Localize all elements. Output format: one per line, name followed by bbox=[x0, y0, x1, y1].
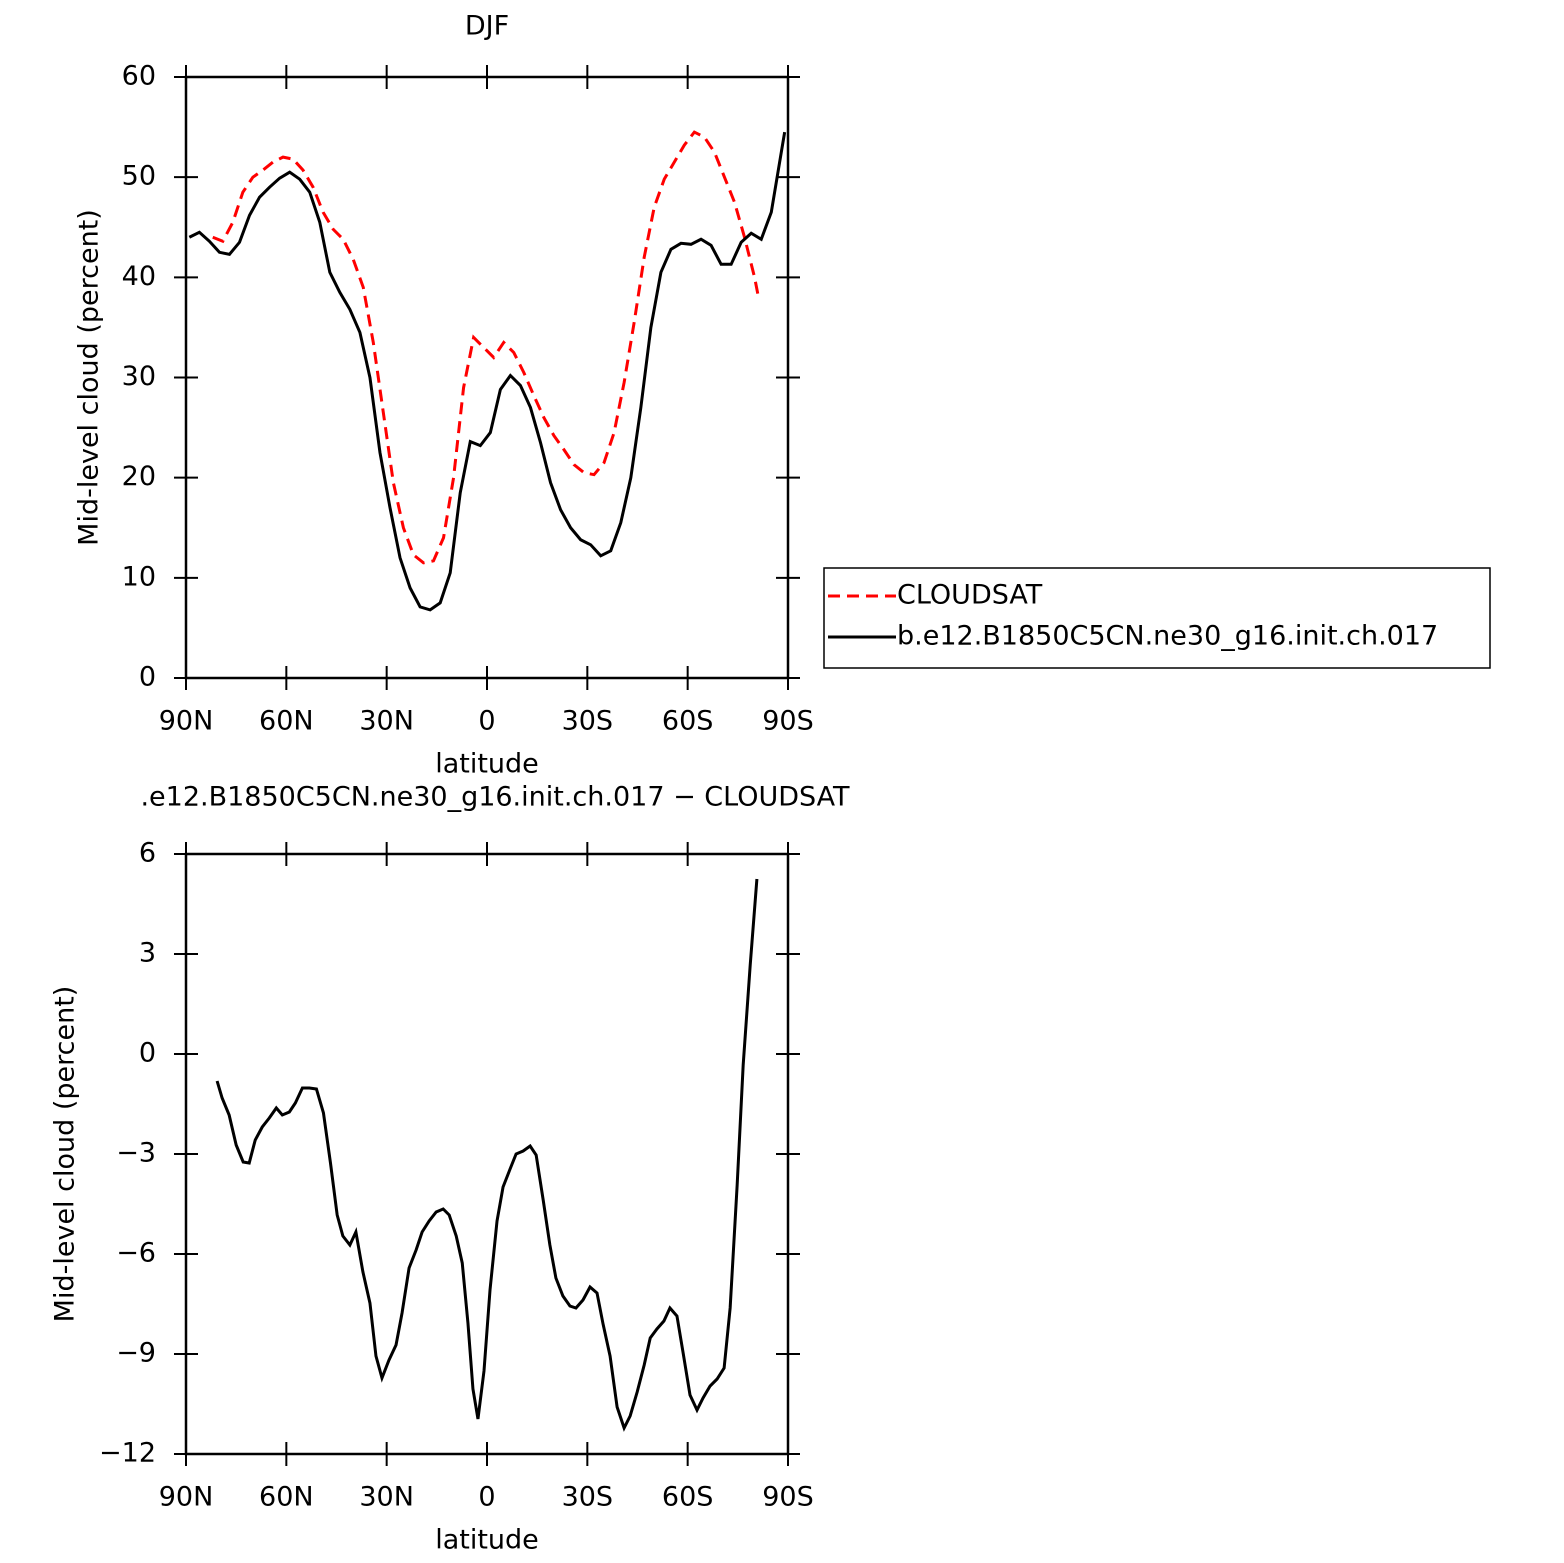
y-axis-label: Mid-level cloud (percent) bbox=[74, 209, 105, 546]
y-tick-label: 40 bbox=[122, 261, 156, 292]
plot-frame bbox=[184, 75, 790, 680]
x-tick-label: 0 bbox=[478, 706, 495, 737]
x-tick-label: 60S bbox=[662, 706, 714, 737]
legend-label: b.e12.B1850C5CN.ne30_g16.init.ch.017 bbox=[897, 621, 1438, 652]
x-tick-label: 60N bbox=[259, 1482, 314, 1513]
y-tick-label: 3 bbox=[139, 938, 156, 969]
x-tick-label: 30S bbox=[562, 706, 614, 737]
x-tick-label: 60S bbox=[662, 1482, 714, 1513]
plot-frame bbox=[184, 852, 790, 1456]
x-tick-label: 0 bbox=[478, 1482, 495, 1513]
legend-label: CLOUDSAT bbox=[897, 580, 1043, 611]
x-tick-label: 90N bbox=[159, 706, 214, 737]
x-tick-label: 60N bbox=[259, 706, 314, 737]
x-axis-label: latitude bbox=[435, 749, 539, 780]
x-tick-label: 30N bbox=[359, 706, 414, 737]
legend-box bbox=[823, 567, 1491, 669]
x-axis-label: latitude bbox=[435, 1525, 539, 1556]
x-tick-label: 30S bbox=[562, 1482, 614, 1513]
y-tick-label: 30 bbox=[122, 361, 156, 392]
y-tick-label: 60 bbox=[122, 61, 156, 92]
chart-title: .e12.B1850C5CN.ne30_g16.init.ch.017 − CL… bbox=[140, 782, 850, 813]
y-tick-label: 10 bbox=[122, 561, 156, 592]
y-tick-label: 20 bbox=[122, 461, 156, 492]
y-tick-label: −3 bbox=[116, 1138, 156, 1169]
y-tick-label: −12 bbox=[99, 1438, 156, 1469]
x-tick-label: 90S bbox=[762, 1482, 814, 1513]
y-tick-label: 6 bbox=[139, 838, 156, 869]
y-tick-label: −6 bbox=[116, 1238, 156, 1269]
x-tick-label: 90S bbox=[762, 706, 814, 737]
data-line bbox=[212, 130, 760, 565]
data-line bbox=[188, 131, 787, 612]
y-tick-label: 50 bbox=[122, 161, 156, 192]
y-tick-label: −9 bbox=[116, 1338, 156, 1369]
y-tick-label: 0 bbox=[139, 1038, 156, 1069]
x-tick-label: 30N bbox=[359, 1482, 414, 1513]
y-tick-label: 0 bbox=[139, 662, 156, 693]
chart-title: DJF bbox=[465, 11, 509, 42]
x-tick-label: 90N bbox=[159, 1482, 214, 1513]
y-axis-label: Mid-level cloud (percent) bbox=[50, 986, 81, 1323]
data-line bbox=[215, 878, 759, 1432]
